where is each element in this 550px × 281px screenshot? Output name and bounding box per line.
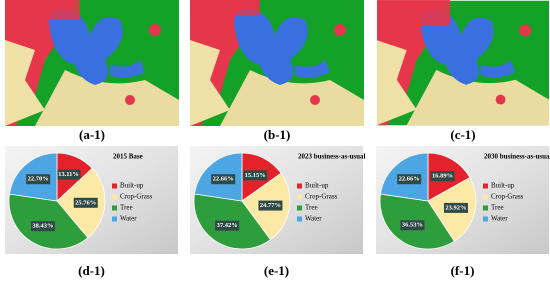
- value-label-box: [26, 174, 51, 185]
- legend-swatch: [112, 205, 117, 211]
- legend-label: Water: [305, 215, 322, 223]
- chart-title: 2015 Base: [113, 153, 143, 161]
- legend-label: Crop-Grass: [305, 193, 338, 201]
- panel-label: (b-1): [264, 127, 291, 142]
- value-label-box: [73, 197, 98, 208]
- value-label: 36.53%: [402, 222, 423, 229]
- chart-title: 2023 business-as-usual: [298, 153, 366, 161]
- value-label-box: [443, 202, 468, 213]
- value-label: 25.76%: [75, 199, 96, 206]
- value-label-box: [400, 220, 425, 231]
- panel-label: (e-1): [264, 263, 289, 278]
- legend-label: Water: [120, 215, 137, 223]
- value-label-box: [30, 221, 55, 232]
- legend-swatch: [112, 216, 117, 222]
- legend-label: Built-up: [491, 182, 515, 190]
- chart-title: 2030 business-as-usual: [484, 153, 550, 161]
- value-label: 22.70%: [28, 176, 49, 183]
- value-label-box: [215, 220, 240, 231]
- value-label: 37.42%: [217, 222, 238, 229]
- legend-swatch: [483, 194, 488, 200]
- legend-label: Tree: [305, 204, 318, 212]
- value-label: 24.77%: [260, 202, 281, 209]
- value-label-box: [430, 171, 455, 182]
- legend-swatch: [483, 216, 488, 222]
- value-label: 22.66%: [399, 176, 420, 183]
- legend-label: Crop-Grass: [491, 193, 524, 201]
- legend-label: Built-up: [120, 182, 144, 190]
- legend-swatch: [297, 183, 302, 189]
- value-label: 13.11%: [58, 171, 79, 178]
- legend-swatch: [297, 216, 302, 222]
- panel-label: (a-1): [79, 127, 105, 142]
- legend-swatch: [297, 205, 302, 211]
- value-label-box: [56, 169, 81, 180]
- value-label-box: [397, 174, 422, 185]
- value-label: 23.92%: [445, 204, 466, 211]
- map-c: [377, 0, 549, 126]
- legend-swatch: [112, 194, 117, 200]
- legend-swatch: [483, 205, 488, 211]
- value-label: 15.15%: [245, 172, 266, 179]
- value-label-box: [243, 170, 268, 181]
- legend-label: Tree: [120, 204, 133, 212]
- legend-label: Built-up: [305, 182, 329, 190]
- legend-label: Tree: [491, 204, 504, 212]
- legend-swatch: [112, 183, 117, 189]
- panel-label: (c-1): [450, 127, 475, 142]
- value-label: 22.66%: [213, 176, 234, 183]
- value-label: 38.43%: [32, 223, 53, 230]
- panel-label: (d-1): [78, 263, 105, 278]
- legend-swatch: [483, 183, 488, 189]
- legend-swatch: [297, 194, 302, 200]
- value-label-box: [211, 174, 236, 185]
- panel-label: (f-1): [451, 263, 475, 278]
- value-label: 16.89%: [432, 173, 453, 180]
- legend-label: Crop-Grass: [120, 193, 153, 201]
- legend-label: Water: [491, 215, 508, 223]
- map-b: [190, 0, 364, 126]
- value-label-box: [258, 200, 283, 211]
- map-a: [5, 0, 179, 126]
